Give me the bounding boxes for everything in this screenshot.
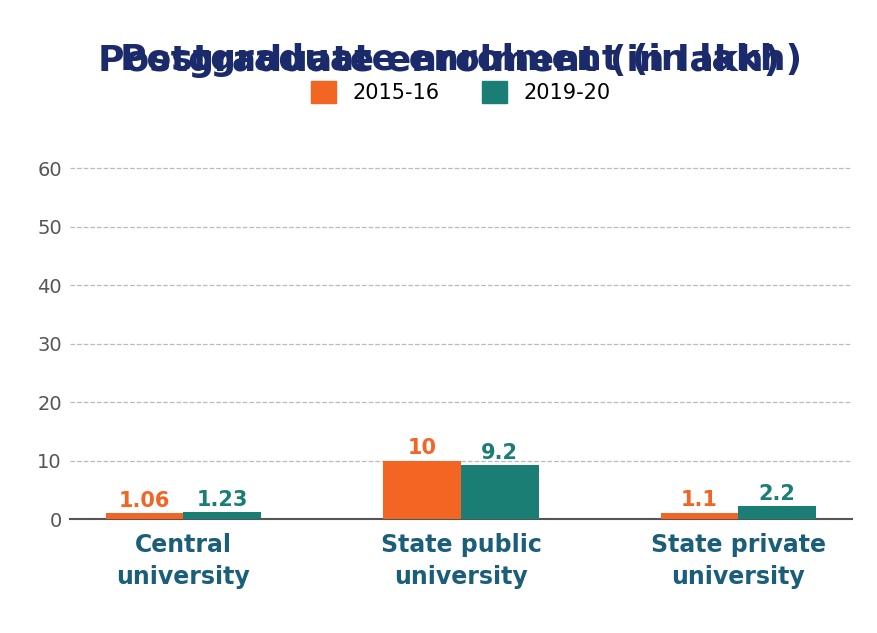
Text: 10: 10 (407, 438, 436, 458)
Bar (738, 506, 816, 519)
Text: Postgraduate enrolment (in lakh): Postgraduate enrolment (in lakh) (98, 44, 779, 78)
Bar (383, 461, 460, 519)
Text: 9.2: 9.2 (481, 443, 517, 463)
Text: 1.23: 1.23 (196, 489, 247, 510)
Legend: 2015-16, 2019-20: 2015-16, 2019-20 (311, 81, 610, 103)
Text: 1.1: 1.1 (681, 491, 717, 510)
Bar (460, 465, 538, 519)
Text: 1.06: 1.06 (118, 491, 170, 511)
Text: 2.2: 2.2 (758, 484, 795, 504)
Bar (105, 513, 183, 519)
Title: Postgraduate enrolment (in lakh): Postgraduate enrolment (in lakh) (120, 43, 801, 77)
Bar (183, 512, 260, 519)
Bar (660, 513, 738, 519)
